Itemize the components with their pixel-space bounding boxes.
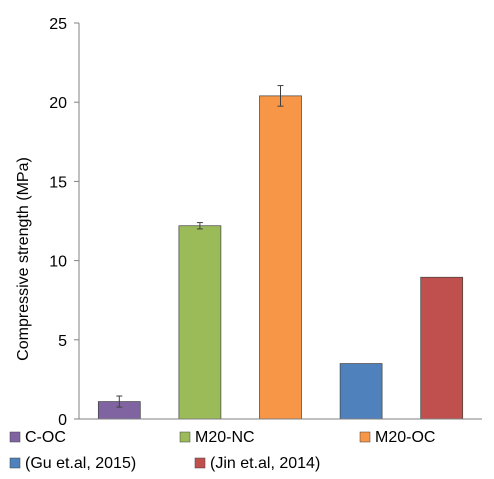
y-axis: 0 5 10 15 20 25 xyxy=(49,16,80,429)
legend-label-3: M20-OC xyxy=(375,429,435,446)
legend-swatch-5 xyxy=(194,457,206,469)
bar-3 xyxy=(259,95,302,420)
bar-2 xyxy=(178,225,222,420)
legend-label-1: C-OC xyxy=(25,429,66,446)
y-tick-label: 10 xyxy=(49,254,67,271)
y-tick-label: 25 xyxy=(49,16,67,33)
legend-swatch-3 xyxy=(359,431,371,443)
y-tick-label: 0 xyxy=(58,412,67,429)
y-tick-label: 5 xyxy=(58,333,67,350)
bar-4 xyxy=(339,363,383,420)
legend: C-OC M20-NC M20-OC (Gu et.al, 2015) (Jin et.… xyxy=(9,429,435,472)
bar-5 xyxy=(420,276,464,420)
legend-swatch-1 xyxy=(9,431,21,443)
legend-swatch-2 xyxy=(179,431,191,443)
legend-swatch-4 xyxy=(9,457,21,469)
y-tick-label: 20 xyxy=(49,95,67,112)
y-tick-label: 15 xyxy=(49,174,67,191)
legend-label-4: (Gu et.al, 2015) xyxy=(25,455,136,472)
legend-label-5: (Jin et.al, 2014) xyxy=(210,455,320,472)
y-axis-title: Compressive strength (MPa) xyxy=(15,157,32,361)
legend-label-2: M20-NC xyxy=(195,429,255,446)
bars xyxy=(97,85,464,420)
